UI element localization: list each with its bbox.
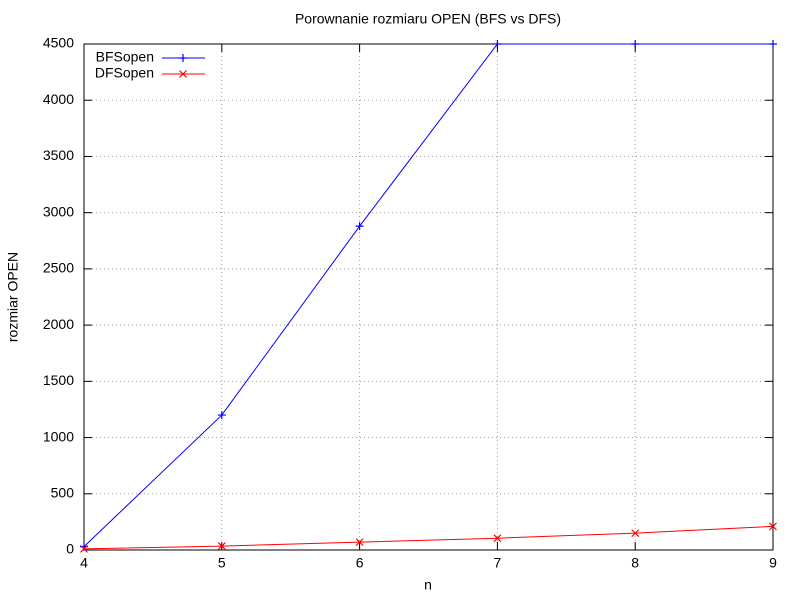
marker-shape <box>179 70 187 78</box>
marker-shape <box>769 40 777 48</box>
marker-shape <box>217 542 226 550</box>
y-axis-label: rozmiar OPEN <box>5 252 21 342</box>
marker <box>493 40 502 48</box>
legend-label: BFSopen <box>96 49 154 65</box>
x-tick-label: 5 <box>218 555 226 571</box>
marker <box>631 40 640 48</box>
marker-shape <box>80 544 88 553</box>
x-tick-label: 4 <box>80 555 88 571</box>
marker <box>80 544 88 553</box>
series-line <box>83 43 773 547</box>
series-line <box>83 525 774 550</box>
y-tick-label: 4000 <box>43 91 74 107</box>
y-tick-label: 3500 <box>43 147 74 163</box>
marker <box>355 538 364 547</box>
x-tick-label: 7 <box>494 555 502 571</box>
marker <box>769 522 777 531</box>
y-tick-label: 4500 <box>43 35 74 51</box>
x-tick-label: 6 <box>356 555 364 571</box>
marker <box>493 534 502 543</box>
y-tick-label: 0 <box>66 541 74 557</box>
x-tick-label: 9 <box>769 555 777 571</box>
plot-border <box>83 43 774 551</box>
x-tick-label: 8 <box>631 555 639 571</box>
marker-shape <box>493 534 502 543</box>
legend-marker <box>179 54 187 62</box>
y-tick-label: 1000 <box>43 428 74 444</box>
x-axis-label: n <box>424 577 432 593</box>
y-tick-label: 500 <box>51 484 75 500</box>
legend-marker <box>179 70 187 78</box>
marker-shape <box>631 40 640 48</box>
marker <box>355 222 364 231</box>
marker-shape <box>355 538 364 547</box>
marker-shape <box>217 411 226 420</box>
legend-label: DFSopen <box>95 65 154 81</box>
chart-title: Porownanie rozmiaru OPEN (BFS vs DFS) <box>295 11 561 27</box>
y-tick-label: 3000 <box>43 203 74 219</box>
y-tick-label: 2500 <box>43 260 74 276</box>
marker-shape <box>769 522 777 531</box>
marker <box>769 40 777 48</box>
marker <box>631 529 640 538</box>
marker <box>217 411 226 420</box>
marker <box>217 542 226 550</box>
marker-shape <box>493 40 502 48</box>
marker-shape <box>355 222 364 231</box>
y-tick-label: 1500 <box>43 372 74 388</box>
marker-shape <box>631 529 640 538</box>
y-tick-label: 2000 <box>43 316 74 332</box>
marker-shape <box>179 54 187 62</box>
